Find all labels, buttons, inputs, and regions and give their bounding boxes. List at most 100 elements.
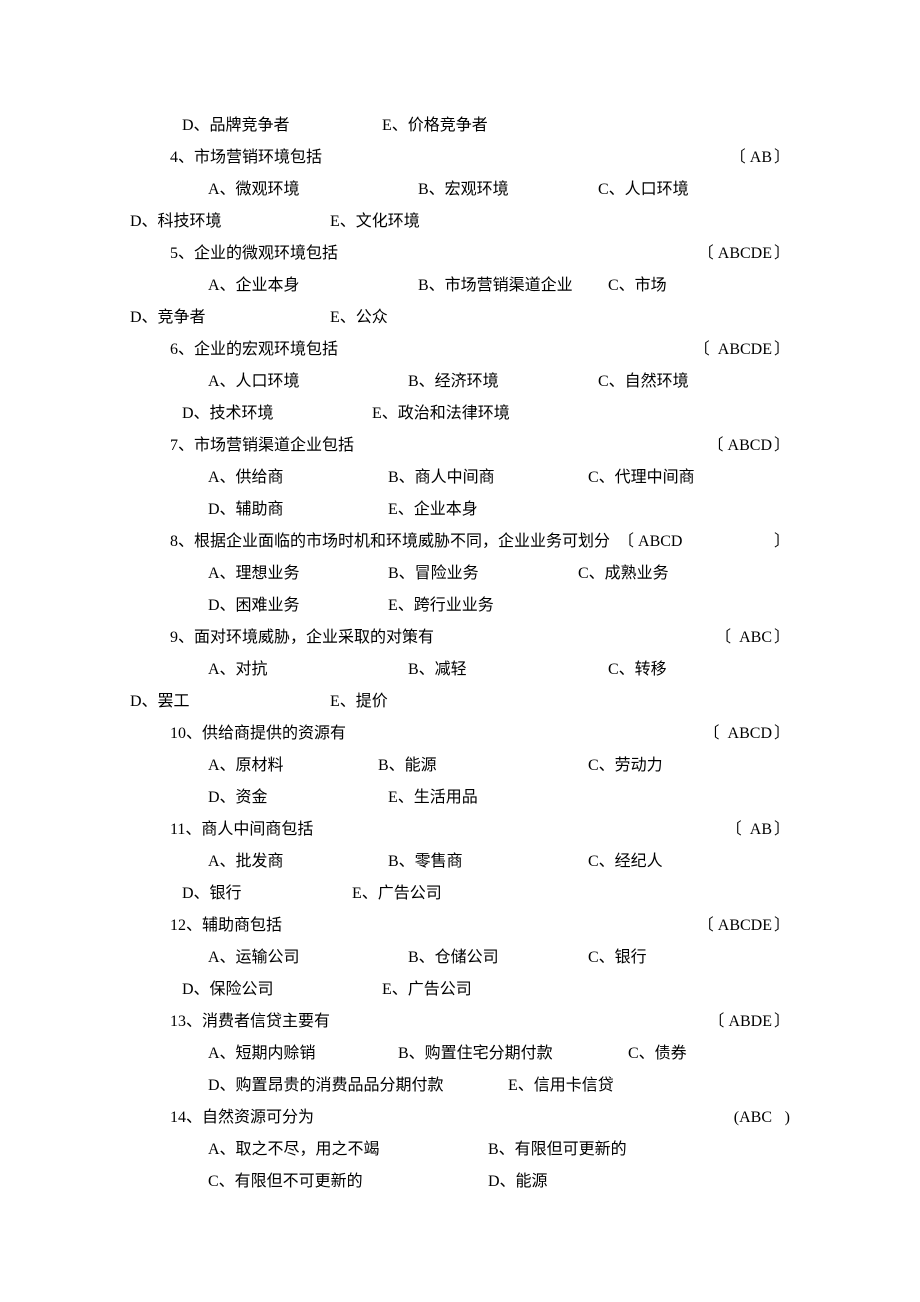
- question-7-options-row2: D、辅助商 E、企业本身: [130, 494, 790, 526]
- question-text: 10、供给商提供的资源有: [170, 718, 346, 750]
- option-c: C、劳动力: [588, 750, 663, 782]
- option-c: C、成熟业务: [578, 558, 669, 590]
- question-answer: (ABC: [726, 1102, 772, 1134]
- option-b: B、冒险业务: [388, 558, 578, 590]
- option-a: A、理想业务: [208, 558, 388, 590]
- question-text: 5、企业的微观环境包括: [170, 238, 338, 270]
- option-a: A、原材料: [208, 750, 378, 782]
- question-13-stem: 13、消费者信贷主要有 〔 ABDE 〕: [130, 1006, 790, 1038]
- question-answer: 〔 ABCD: [696, 718, 772, 750]
- question-text: 7、市场营销渠道企业包括: [170, 430, 354, 462]
- question-answer: 〔 ABCDE: [690, 238, 772, 270]
- close-paren: 〕: [772, 238, 790, 270]
- question-11-stem: 11、商人中间商包括 〔 AB 〕: [130, 814, 790, 846]
- question-4-options-row2: D、科技环境 E、文化环境: [130, 206, 790, 238]
- question-6-options-row1: A、人口环境 B、经济环境 C、自然环境: [130, 366, 790, 398]
- question-text: 12、辅助商包括: [170, 910, 282, 942]
- option-b: B、经济环境: [408, 366, 598, 398]
- close-paren: 〕: [772, 142, 790, 174]
- question-answer: 〔 ABCD: [700, 430, 772, 462]
- question-text: 6、企业的宏观环境包括: [170, 334, 338, 366]
- question-5-options-row1: A、企业本身 B、市场营销渠道企业 C、市场: [130, 270, 790, 302]
- question-text: 8、根据企业面临的市场时机和环境威胁不同，企业业务可划分: [170, 526, 610, 558]
- option-e: E、价格竞争者: [382, 110, 488, 142]
- question-text: 9、面对环境威胁，企业采取的对策有: [170, 622, 434, 654]
- question-11-options-row2: D、银行 E、广告公司: [130, 878, 790, 910]
- question-10-options-row1: A、原材料 B、能源 C、劳动力: [130, 750, 790, 782]
- close-paren: 〕: [772, 334, 790, 366]
- option-d: D、竞争者: [130, 302, 330, 334]
- question-answer: 〔 ABCD: [610, 526, 682, 558]
- question-answer: 〔 AB: [722, 142, 772, 174]
- option-c: C、银行: [588, 942, 647, 974]
- option-a: A、供给商: [208, 462, 388, 494]
- option-a: A、短期内赊销: [208, 1038, 398, 1070]
- question-8-options-row1: A、理想业务 B、冒险业务 C、成熟业务: [130, 558, 790, 590]
- prev-question-options-row: D、品牌竞争者 E、价格竞争者: [130, 110, 790, 142]
- question-6-stem: 6、企业的宏观环境包括 〔 ABCDE 〕: [130, 334, 790, 366]
- question-9-options-row1: A、对抗 B、减轻 C、转移: [130, 654, 790, 686]
- question-answer: 〔 ABC: [707, 622, 772, 654]
- question-14-options-row1: A、取之不尽，用之不竭 B、有限但可更新的: [130, 1134, 790, 1166]
- question-9-stem: 9、面对环境威胁，企业采取的对策有 〔 ABC 〕: [130, 622, 790, 654]
- question-8-options-row2: D、困难业务 E、跨行业业务: [130, 590, 790, 622]
- option-e: E、文化环境: [330, 206, 420, 238]
- close-paren: ): [772, 1102, 790, 1134]
- question-text: 13、消费者信贷主要有: [170, 1006, 330, 1038]
- option-c: C、市场: [608, 270, 667, 302]
- question-13-options-row2: D、购置昂贵的消费品品分期付款 E、信用卡信贷: [130, 1070, 790, 1102]
- question-14-options-row2: C、有限但不可更新的 D、能源: [130, 1166, 790, 1198]
- close-paren: 〕: [772, 814, 790, 846]
- option-c: C、经纪人: [588, 846, 663, 878]
- option-b: B、购置住宅分期付款: [398, 1038, 628, 1070]
- option-a: A、取之不尽，用之不竭: [208, 1134, 488, 1166]
- question-5-stem: 5、企业的微观环境包括 〔 ABCDE 〕: [130, 238, 790, 270]
- close-paren: 〕: [772, 430, 790, 462]
- question-10-options-row2: D、资金 E、生活用品: [130, 782, 790, 814]
- option-e: E、生活用品: [388, 782, 478, 814]
- question-12-options-row2: D、保险公司 E、广告公司: [130, 974, 790, 1006]
- question-13-options-row1: A、短期内赊销 B、购置住宅分期付款 C、债券: [130, 1038, 790, 1070]
- question-answer: 〔 ABCDE: [690, 910, 772, 942]
- option-c: C、人口环境: [598, 174, 689, 206]
- option-e: E、广告公司: [382, 974, 472, 1006]
- option-c: C、自然环境: [598, 366, 689, 398]
- option-a: A、对抗: [208, 654, 408, 686]
- option-d: D、技术环境: [182, 398, 372, 430]
- question-4-stem: 4、市场营销环境包括 〔 AB 〕: [130, 142, 790, 174]
- close-paren: 〕: [772, 910, 790, 942]
- question-12-options-row1: A、运输公司 B、仓储公司 C、银行: [130, 942, 790, 974]
- option-e: E、公众: [330, 302, 388, 334]
- option-d: D、辅助商: [208, 494, 388, 526]
- close-paren: 〕: [772, 1006, 790, 1038]
- option-d: D、罢工: [130, 686, 330, 718]
- option-b: B、宏观环境: [418, 174, 598, 206]
- option-e: E、政治和法律环境: [372, 398, 510, 430]
- option-a: A、微观环境: [208, 174, 418, 206]
- option-e: E、企业本身: [388, 494, 478, 526]
- option-e: E、广告公司: [352, 878, 442, 910]
- question-answer: 〔 ABCDE: [686, 334, 772, 366]
- question-answer: 〔 ABDE: [700, 1006, 772, 1038]
- question-text: 11、商人中间商包括: [170, 814, 313, 846]
- option-b: B、市场营销渠道企业: [418, 270, 608, 302]
- question-9-options-row2: D、罢工 E、提价: [130, 686, 790, 718]
- option-d: D、能源: [488, 1166, 548, 1198]
- question-14-stem: 14、自然资源可分为 (ABC ): [130, 1102, 790, 1134]
- option-d: D、保险公司: [182, 974, 382, 1006]
- option-d: D、购置昂贵的消费品品分期付款: [208, 1070, 508, 1102]
- option-b: B、减轻: [408, 654, 608, 686]
- close-paren: 〕: [772, 622, 790, 654]
- option-c: C、有限但不可更新的: [208, 1166, 488, 1198]
- option-c: C、代理中间商: [588, 462, 695, 494]
- question-text: 14、自然资源可分为: [170, 1102, 314, 1134]
- option-a: A、企业本身: [208, 270, 418, 302]
- option-b: B、仓储公司: [408, 942, 588, 974]
- option-e: E、信用卡信贷: [508, 1070, 614, 1102]
- option-d: D、银行: [182, 878, 352, 910]
- option-b: B、能源: [378, 750, 588, 782]
- option-c: C、债券: [628, 1038, 687, 1070]
- option-c: C、转移: [608, 654, 667, 686]
- option-e: E、提价: [330, 686, 388, 718]
- option-a: A、批发商: [208, 846, 388, 878]
